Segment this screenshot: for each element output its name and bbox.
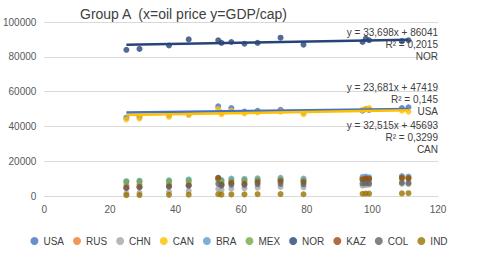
svg-text:BRA: BRA	[216, 236, 237, 247]
svg-text:R² = 0,145: R² = 0,145	[391, 94, 438, 105]
svg-text:RUS: RUS	[86, 236, 107, 247]
svg-text:20: 20	[104, 204, 116, 215]
svg-text:80: 80	[301, 204, 313, 215]
svg-text:CHN: CHN	[129, 236, 151, 247]
svg-text:IND: IND	[430, 236, 447, 247]
svg-text:y = 33,698x + 86041: y = 33,698x + 86041	[347, 27, 439, 38]
svg-text:120: 120	[430, 204, 447, 215]
svg-text:NOR: NOR	[416, 51, 438, 62]
svg-text:20000: 20000	[9, 156, 37, 167]
svg-text:Group A (x=oil price y=GDP/ca: Group A (x=oil price y=GDP/cap)	[80, 6, 287, 22]
svg-text:CAN: CAN	[173, 236, 194, 247]
svg-text:40000: 40000	[9, 121, 37, 132]
svg-text:60000: 60000	[9, 86, 37, 97]
svg-text:100000: 100000	[3, 17, 37, 28]
svg-text:y = 32,515x + 45693: y = 32,515x + 45693	[347, 120, 439, 131]
svg-text:80000: 80000	[9, 51, 37, 62]
svg-text:NOR: NOR	[302, 236, 324, 247]
svg-text:0: 0	[42, 204, 48, 215]
svg-text:USA: USA	[43, 236, 64, 247]
svg-text:COL: COL	[388, 236, 409, 247]
svg-text:MEX: MEX	[258, 236, 280, 247]
svg-text:CAN: CAN	[417, 144, 438, 155]
svg-text:R² = 0,2015: R² = 0,2015	[385, 39, 438, 50]
svg-text:0: 0	[31, 191, 37, 202]
svg-text:R² = 0,3299: R² = 0,3299	[385, 132, 438, 143]
svg-text:KAZ: KAZ	[346, 236, 365, 247]
svg-text:100: 100	[364, 204, 381, 215]
svg-text:y = 23,681x + 47419: y = 23,681x + 47419	[347, 82, 439, 93]
svg-text:USA: USA	[417, 106, 438, 117]
svg-text:60: 60	[236, 204, 248, 215]
svg-text:40: 40	[170, 204, 182, 215]
